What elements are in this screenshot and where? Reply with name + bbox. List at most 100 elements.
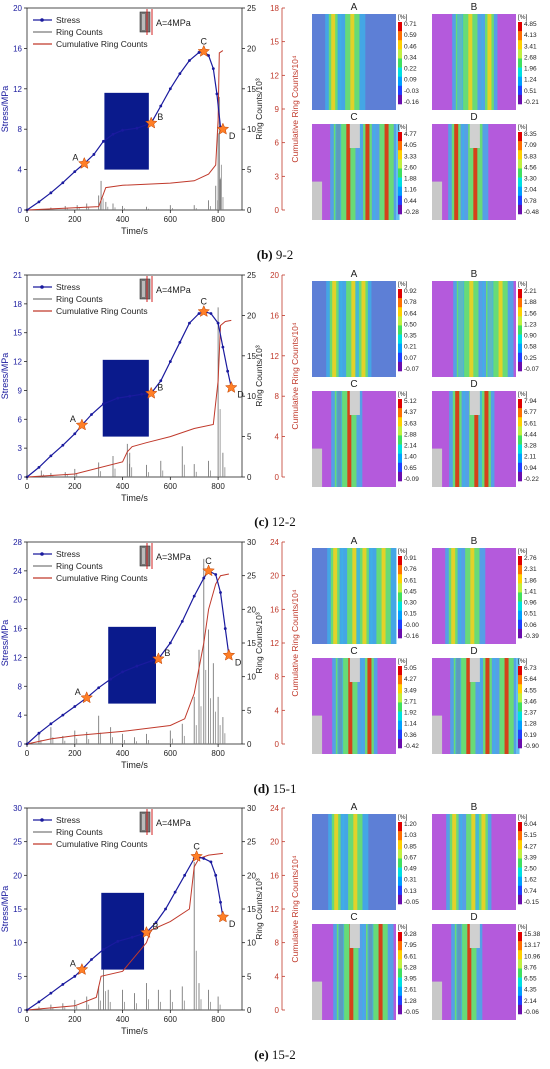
specimen-icon [139,276,153,302]
stress-point [130,935,134,939]
y-tick-label-right2: 4 [275,706,280,715]
colorbar-segment [398,986,402,997]
colorbar-segment [398,22,402,32]
confining-pressure-label: A=4MPa [156,818,191,828]
y-tick-label-right1: 20 [247,44,256,53]
strain-band-core [361,281,366,377]
colorbar-segment [398,822,402,832]
colorbar-segment [518,822,522,832]
strain-map-B [432,814,516,910]
y-tick-label-right2: 18 [270,4,279,13]
y-tick-label-right2: 8 [275,673,280,682]
colorbar-tick-label: 0.07 [404,355,417,362]
x-tick-label: 800 [211,215,225,224]
x-tick-label: 600 [164,749,178,758]
colorbar-unit: [%] [398,658,408,665]
colorbar-segment [518,684,522,694]
stress-point [216,321,220,325]
panel-caption-text: 12-2 [268,514,296,529]
legend-label-ring: Ring Counts [56,561,103,571]
colorbar-segment [398,693,402,703]
key-point-label-A: A [70,959,76,969]
colorbar-tick-label: 9.28 [404,931,417,938]
x-tick-label: 0 [25,482,30,491]
colorbar-segment [398,619,402,630]
colorbar-unit: [%] [398,548,408,555]
colorbar-segment [518,462,522,473]
colorbar-tick-label: -0.21 [524,99,539,106]
colorbar-segment [398,675,402,685]
panel-caption: (e) 15-2 [0,1047,550,1063]
colorbar-segment [518,132,522,142]
colorbar-tick-label: 6.73 [524,665,537,672]
colorbar-tick-label: 4.56 [524,164,537,171]
colorbar-tick-label: 3.95 [404,976,417,983]
colorbar-tick-label: 4.44 [524,431,537,438]
y-tick-label-right1: 25 [247,572,256,581]
cumulative-series [26,573,229,745]
colorbar-tick-label: 0.74 [524,888,537,895]
strain-map-title-B: B [471,2,478,13]
y-tick-label-right1: 5 [247,433,252,442]
colorbar-tick-label: -0.05 [404,1009,419,1016]
colorbar-unit: [%] [398,924,408,931]
colorbar-unit: [%] [518,924,528,931]
colorbar-segment [398,858,402,868]
stress-point [221,345,225,349]
colorbar-tick-label: 0.06 [524,622,537,629]
y-tick-label-left: 10 [13,939,22,948]
stress-point [90,958,93,961]
y-tick-label-right2: 9 [275,105,280,114]
colorbar-segment [398,31,402,41]
colorbar-tick-label: 0.91 [404,555,417,562]
stress-point [49,991,53,995]
colorbar-segment [398,849,402,859]
colorbar-segment [398,666,402,676]
colorbar-segment [518,601,522,611]
colorbar-tick-label: 7.09 [524,142,537,149]
colorbar-segment [518,195,522,206]
colorbar-tick-label: 2.71 [404,698,417,705]
colorbar-tick-label: -0.22 [524,476,539,483]
x-tick-label: 200 [68,215,82,224]
key-point-star-B [140,925,153,938]
y-tick-label-right2: 8 [275,392,280,401]
strain-map-D [432,391,516,487]
colorbar-segment [398,684,402,694]
y-tick-label-right2: 0 [275,1006,280,1015]
colorbar-tick-label: 6.04 [524,821,537,828]
strain-band-core [485,658,490,754]
y-tick-label-right1: 0 [247,740,252,749]
y-tick-label-left: 4 [18,711,23,720]
specimen-icon [139,809,153,835]
x-tick-label: 600 [164,482,178,491]
damage-area [469,391,480,415]
key-point-label-A: A [75,687,81,697]
colorbar-segment [518,840,522,850]
stress-point [37,200,41,204]
y-tick-label-right1: 15 [247,639,256,648]
y-tick-label-right1: 0 [247,473,252,482]
colorbar-tick-label: 0.59 [404,32,417,39]
colorbar-segment [398,968,402,978]
colorbar-tick-label: 7.95 [404,942,417,949]
strain-map-C [312,124,400,220]
y-tick-label-right2: 24 [270,804,279,813]
y-tick-label-left: 25 [13,838,22,847]
x-tick-label: 600 [164,215,178,224]
colorbar-tick-label: 5.61 [524,420,537,427]
x-tick-label: 0 [25,215,30,224]
damage-area [469,124,480,148]
key-point-star-C [197,44,211,57]
y-axis-label-right1: Ring Counts/10³ [254,878,264,940]
colorbar-tick-label: 1.16 [404,187,417,194]
colorbar-tick-label: 0.09 [404,77,417,84]
colorbar-segment [518,22,522,32]
colorbar-segment [398,168,402,178]
y-tick-label-left: 20 [13,596,22,605]
colorbar-tick-label: 0.92 [404,288,417,295]
confining-pressure-label: A=4MPa [156,18,191,28]
colorbar-segment [398,941,402,951]
colorbar-segment [398,343,402,354]
legend-label-ring: Ring Counts [56,294,103,304]
